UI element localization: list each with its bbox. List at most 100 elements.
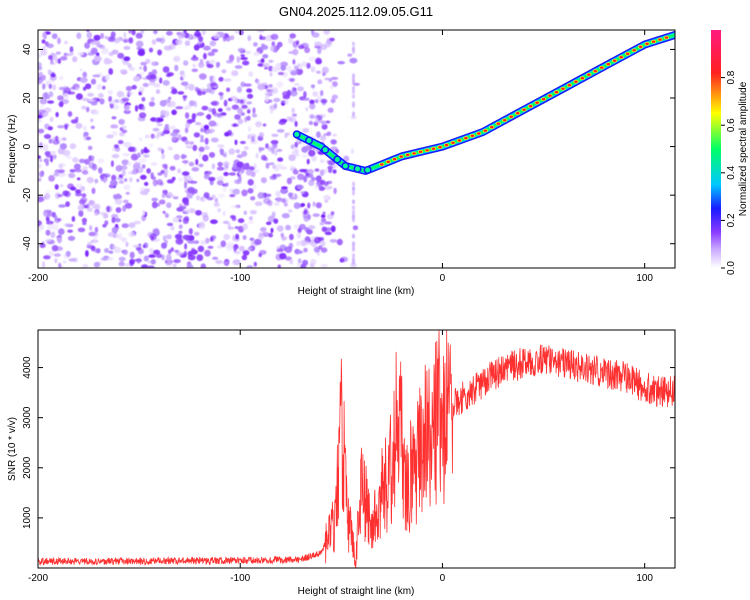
- spectrogram-noise-blob: [352, 186, 355, 192]
- spectrogram-noise-blob: [352, 191, 355, 196]
- spectrogram-noise-blob: [48, 91, 54, 98]
- spectrogram-noise-blob: [240, 54, 245, 58]
- spectrogram-noise-blob: [113, 194, 117, 199]
- spectrogram-noise-blob: [172, 196, 179, 200]
- spectrogram-noise-blob: [198, 163, 204, 168]
- spectrogram-noise-blob: [42, 83, 46, 90]
- spectrogram-noise-blob: [91, 187, 96, 194]
- spectrogram-noise-blob: [246, 101, 253, 105]
- spectrogram-noise-blob: [311, 236, 315, 241]
- spectrogram-noise-blob: [122, 249, 129, 256]
- spectrogram-noise-blob: [222, 261, 229, 265]
- spectrogram-noise-blob: [236, 86, 242, 93]
- spectrogram-noise-blob: [85, 250, 89, 257]
- spectrogram-noise-blob: [210, 235, 217, 240]
- spectrogram-noise-blob: [44, 151, 51, 156]
- spectrogram-noise-blob: [246, 109, 251, 114]
- spectrogram-noise-blob: [270, 227, 274, 234]
- spectrogram-noise-blob: [107, 90, 113, 95]
- spectrogram-noise-blob: [136, 46, 142, 51]
- spectrogram-noise-blob: [292, 48, 299, 56]
- spectrogram-noise-blob: [352, 213, 355, 218]
- spectrogram-noise-blob: [269, 72, 273, 77]
- spectrogram-noise-blob: [115, 164, 123, 172]
- spectrogram-noise-blob: [163, 172, 168, 178]
- spectrogram-noise-blob: [140, 71, 145, 76]
- spectrogram-noise-blob: [177, 31, 185, 39]
- spectrogram-noise-blob: [168, 249, 172, 255]
- spectrogram-noise-blob: [273, 150, 278, 156]
- spectrogram-noise-blob: [84, 158, 91, 165]
- signal-bead: [600, 66, 604, 69]
- spectrogram-noise-blob: [319, 43, 328, 51]
- spectrogram-noise-blob: [264, 91, 273, 97]
- spectrogram-noise-blob: [167, 146, 171, 151]
- spectrogram-noise-blob: [324, 221, 332, 225]
- spectrogram-noise-blob: [291, 150, 296, 155]
- spectrogram-noise-blob: [284, 246, 293, 254]
- spectrogram-noise-blob: [208, 152, 216, 158]
- spectrogram-noise-blob: [150, 259, 156, 265]
- spectrogram-noise-blob: [45, 217, 50, 222]
- spectrogram-noise-blob: [137, 49, 146, 56]
- spectrogram-noise-blob: [103, 176, 107, 184]
- spectrogram-noise-blob: [201, 30, 206, 36]
- spectrogram-noise-blob: [290, 165, 295, 171]
- spectrogram-noise-blob: [82, 221, 87, 226]
- spectrogram-noise-blob: [176, 207, 184, 212]
- spectrogram-noise-blob: [111, 154, 120, 159]
- spectrogram-noise-blob: [218, 92, 224, 96]
- spectrogram-y-ticks: -40 -20 0 20 40: [22, 43, 675, 251]
- spectrogram-noise-blob: [125, 191, 130, 195]
- spectrogram-noise-blob: [230, 205, 239, 209]
- spectrogram-noise-blob: [222, 210, 226, 217]
- spectrogram-noise-blob: [177, 168, 181, 174]
- signal-clump: [365, 167, 371, 173]
- spectrogram-noise-blob: [327, 160, 336, 166]
- signal-bead: [632, 49, 636, 52]
- spectrogram-noise-blob: [192, 63, 196, 68]
- spectrogram-noise-blob: [94, 178, 99, 184]
- spectrogram-noise-blob: [58, 169, 65, 174]
- spectrogram-noise-blob: [43, 92, 49, 98]
- spectrogram-noise-blob: [113, 144, 119, 149]
- spectrogram-noise-blob: [306, 62, 311, 69]
- spectrogram-noise-blob: [254, 201, 263, 206]
- spectrogram-noise-blob: [110, 31, 116, 38]
- snr-x-tick-label: 0: [440, 573, 446, 584]
- spectrogram-noise-blob: [307, 202, 311, 209]
- spectrogram-noise-blob: [268, 232, 273, 238]
- spectrogram-noise-blob: [121, 170, 126, 177]
- spectrogram-noise-blob: [145, 58, 151, 64]
- spectrogram-noise-blob: [155, 89, 161, 95]
- spectrogram-noise-blob: [106, 205, 111, 213]
- spectrogram-noise-blob: [216, 245, 223, 249]
- spectrogram-noise-blob: [230, 215, 236, 219]
- spectrogram-noise-blob: [58, 101, 64, 108]
- spectrogram-noise-blob: [247, 35, 252, 42]
- spectrogram-noise-blob: [247, 247, 253, 251]
- spectrogram-noise-blob: [124, 178, 128, 182]
- spectrogram-noise-blob: [182, 171, 190, 176]
- spectrogram-noise-blob: [99, 44, 106, 49]
- spectrogram-noise-blob: [304, 47, 311, 54]
- spectrogram-noise-blob: [143, 255, 149, 262]
- spectrogram-noise-blob: [281, 100, 286, 104]
- spectrogram-noise-blob: [70, 186, 77, 191]
- spectrogram-noise-blob: [332, 133, 337, 137]
- spectrogram-noise-blob: [229, 54, 235, 62]
- spectrogram-noise-blob: [149, 233, 157, 241]
- snr-x-label: Height of straight line (km): [298, 586, 415, 597]
- spectrogram-noise-blob: [220, 240, 227, 248]
- spectrogram-noise-blob: [114, 198, 123, 205]
- spectrogram-y-tick-label: -40: [22, 236, 33, 251]
- spectrogram-noise-blob: [127, 91, 133, 96]
- spectrogram-noise-blob: [311, 155, 317, 162]
- spectrogram-noise-blob: [158, 199, 166, 205]
- spectrogram-noise-blob: [195, 122, 202, 126]
- spectrogram-noise-blob: [162, 80, 170, 86]
- spectrogram-noise-blob: [281, 236, 288, 240]
- spectrogram-noise-blob: [81, 170, 89, 175]
- spectrogram-noise-blob: [247, 179, 254, 186]
- spectrogram-noise-blob: [243, 83, 252, 87]
